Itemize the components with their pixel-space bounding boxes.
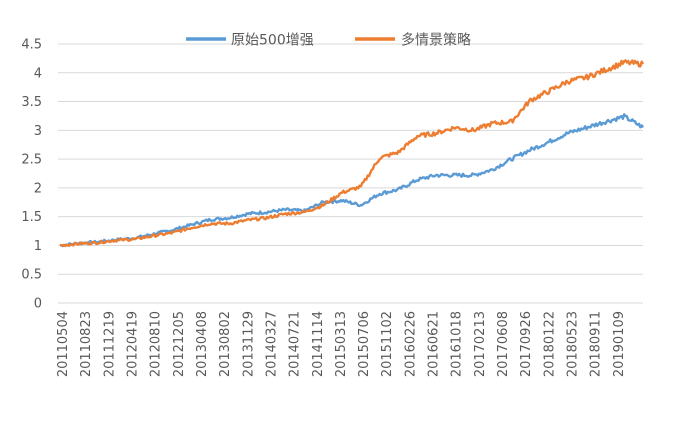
legend-label-1: 原始500增强: [231, 33, 314, 49]
x-tick-label: 20121205: [172, 311, 187, 377]
y-tick-label: 3.5: [21, 95, 42, 110]
x-tick-label: 20141114: [311, 311, 326, 377]
x-tick-label: 20151102: [380, 311, 395, 377]
y-tick-label: 4: [34, 66, 42, 81]
x-tick-label: 20180911: [589, 311, 604, 377]
x-tick-label: 20180523: [566, 311, 581, 377]
x-tick-label: 20130408: [195, 311, 210, 377]
x-tick-label: 20180122: [542, 311, 557, 377]
x-tick-label: 20190109: [612, 311, 627, 377]
y-tick-label: 2: [34, 181, 42, 196]
x-tick-label: 20170926: [519, 311, 534, 377]
series-line-2: [59, 59, 645, 248]
x-tick-label: 20111219: [102, 311, 117, 377]
y-tick-label: 0.5: [21, 268, 42, 283]
x-tick-label: 20120810: [149, 311, 164, 377]
y-tick-label: 4.5: [21, 38, 42, 53]
x-tick-label: 20120419: [125, 311, 140, 377]
x-tick-label: 20160226: [403, 311, 418, 377]
x-tick-label: 20150706: [357, 311, 372, 377]
series-line-1: [59, 113, 645, 248]
x-tick-label: 20161018: [450, 311, 465, 377]
x-axis-ticks: 20110504 20110823 20111219 20120419 20120810…: [56, 311, 627, 377]
x-tick-label: 20140327: [264, 311, 279, 377]
y-tick-label: 2.5: [21, 153, 42, 168]
x-tick-label: 20131129: [241, 311, 256, 377]
y-tick-label: 3: [34, 124, 42, 139]
gridlines: [58, 43, 643, 304]
x-tick-label: 20110504: [56, 311, 71, 377]
x-tick-label: 20160621: [427, 311, 442, 377]
y-tick-label: 1: [34, 239, 42, 254]
x-tick-label: 20170608: [496, 311, 511, 377]
series-lines: [59, 59, 645, 248]
x-tick-label: 20170213: [473, 311, 488, 377]
x-tick-label: 20150313: [334, 311, 349, 377]
legend-label-2: 多情景策略: [401, 32, 471, 49]
legend: 原始500增强 多情景策略: [186, 32, 471, 49]
y-axis-ticks: 0 0.5 1 1.5 2 2.5 3 3.5 4 4.5: [21, 38, 42, 312]
x-tick-label: 20130802: [218, 311, 233, 377]
x-tick-label: 20110823: [79, 311, 94, 377]
y-tick-label: 1.5: [21, 210, 42, 225]
x-tick-label: 20140721: [288, 311, 303, 377]
y-tick-label: 0: [34, 297, 42, 312]
